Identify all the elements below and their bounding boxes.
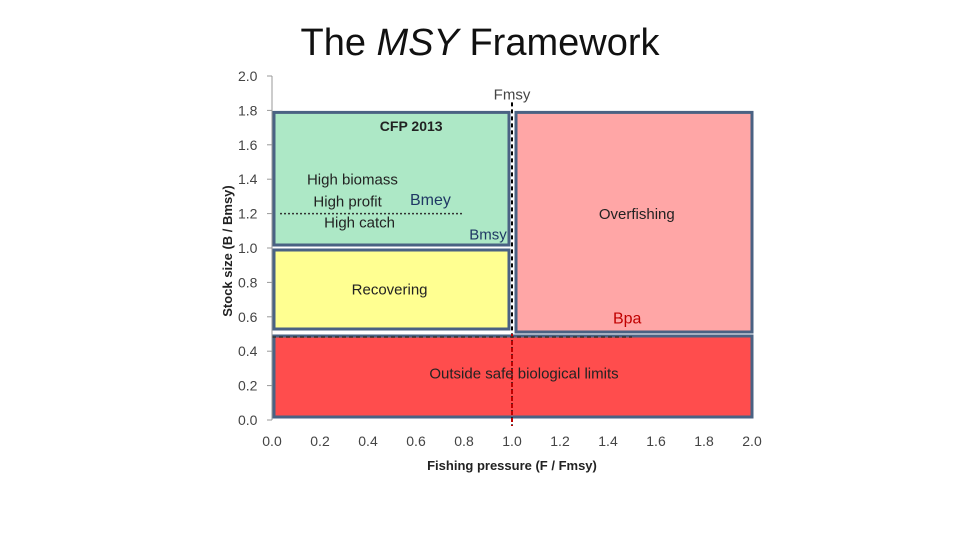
slide-title: The MSY Framework bbox=[0, 22, 960, 65]
y-tick-label: 0.2 bbox=[238, 378, 258, 394]
zone-label-pink: Overfishing bbox=[599, 206, 675, 223]
zone-label-red: Outside safe biological limits bbox=[429, 366, 618, 383]
x-tick-label: 1.8 bbox=[694, 433, 714, 449]
y-tick-label: 1.6 bbox=[238, 137, 258, 153]
y-axis-title: Stock size (B / Bmsy) bbox=[220, 185, 235, 317]
x-tick-label: 1.6 bbox=[646, 433, 666, 449]
y-tick-label: 0.8 bbox=[238, 274, 258, 290]
x-tick-label: 2.0 bbox=[742, 433, 762, 449]
labels-layer: Overfishing Recovering Outside safe biolog… bbox=[307, 86, 675, 382]
y-tick-label: 0.6 bbox=[238, 309, 258, 325]
x-tick-label: 0.0 bbox=[262, 433, 282, 449]
y-tick-label: 1.8 bbox=[238, 102, 258, 118]
x-tick-label: 0.2 bbox=[310, 433, 330, 449]
y-tick-label: 0.0 bbox=[238, 412, 258, 428]
x-tick-label: 0.8 bbox=[454, 433, 474, 449]
x-tick-label: 1.0 bbox=[502, 433, 522, 449]
x-tick-label: 0.6 bbox=[406, 433, 426, 449]
green-zone-line-0: High biomass bbox=[307, 171, 398, 188]
label-bmsy: Bmsy bbox=[469, 226, 507, 243]
y-tick-label: 1.4 bbox=[238, 171, 258, 187]
y-tick-label: 1.2 bbox=[238, 206, 258, 222]
reference-lines-layer bbox=[272, 102, 632, 426]
zone-pink bbox=[514, 110, 754, 334]
cfp-heading: CFP 2013 bbox=[380, 118, 443, 134]
green-zone-line-2: High catch bbox=[324, 214, 395, 231]
x-tick-label: 1.2 bbox=[550, 433, 570, 449]
title-italic: MSY bbox=[376, 22, 459, 64]
title-prefix: The bbox=[300, 22, 377, 64]
label-bpa: Bpa bbox=[613, 311, 642, 328]
x-tick-label: 0.4 bbox=[358, 433, 378, 449]
label-bmey: Bmey bbox=[410, 192, 451, 209]
y-tick-label: 2.0 bbox=[238, 68, 258, 84]
y-tick-label: 1.0 bbox=[238, 240, 258, 256]
zone-yellow bbox=[272, 248, 511, 331]
axes-layer: 0.0 0.2 0.4 0.6 0.8 1.0 1.2 1.4 1.6 1.8 2.0 0.0 0.2 0… bbox=[220, 68, 762, 473]
zone-label-yellow: Recovering bbox=[352, 281, 428, 298]
y-tick-label: 0.4 bbox=[238, 343, 258, 359]
x-axis-title: Fishing pressure (F / Fmsy) bbox=[427, 458, 597, 473]
x-tick-label: 1.4 bbox=[598, 433, 618, 449]
zone-green bbox=[272, 110, 511, 247]
label-fmsy: Fmsy bbox=[494, 86, 531, 103]
green-zone-line-1: High profit bbox=[313, 194, 382, 211]
title-suffix: Framework bbox=[458, 22, 660, 64]
